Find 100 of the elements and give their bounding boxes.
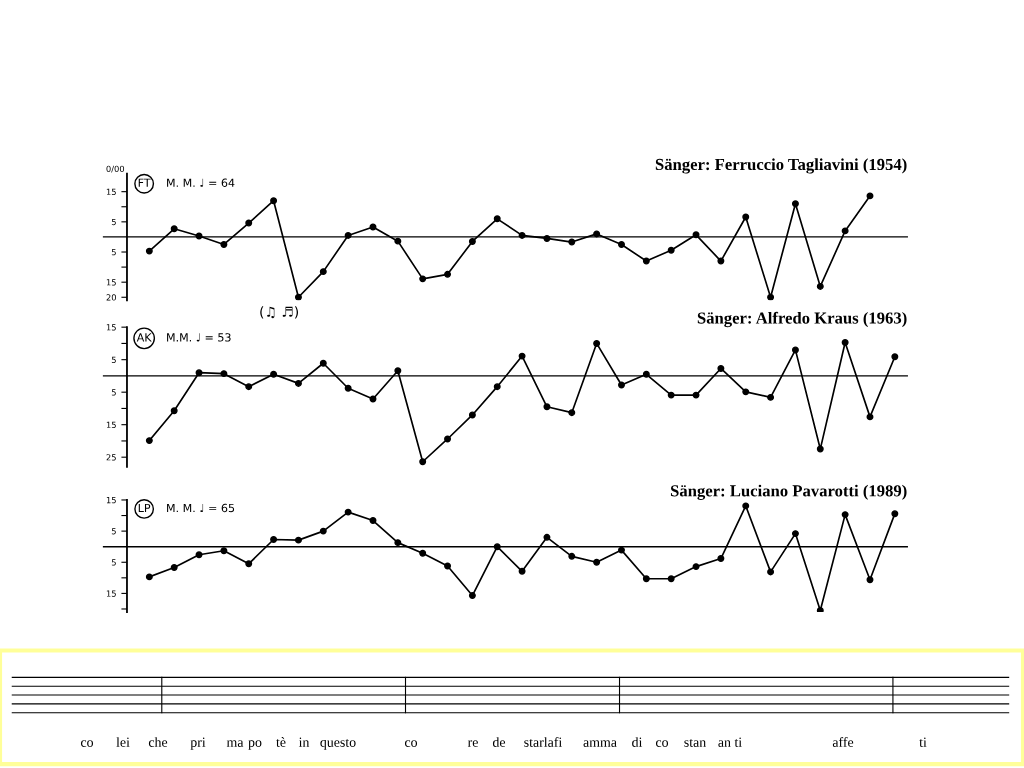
point bbox=[717, 257, 725, 265]
point bbox=[692, 391, 700, 399]
point bbox=[145, 573, 153, 581]
text: co bbox=[655, 740, 669, 747]
annotation: M. M. ♩ = 64 bbox=[167, 178, 235, 187]
point bbox=[394, 539, 402, 547]
point bbox=[419, 549, 427, 557]
y-tick-label: 15 bbox=[106, 324, 116, 331]
point bbox=[493, 543, 501, 551]
point bbox=[344, 231, 352, 239]
point bbox=[468, 592, 476, 600]
text: tè bbox=[276, 737, 286, 747]
point bbox=[618, 240, 625, 248]
point bbox=[319, 359, 327, 367]
y-axis-title: 0/00 bbox=[106, 165, 125, 173]
point bbox=[369, 517, 377, 524]
point bbox=[891, 353, 899, 361]
point bbox=[294, 379, 302, 387]
point bbox=[518, 231, 526, 239]
point bbox=[767, 568, 775, 576]
point bbox=[642, 370, 650, 378]
chart-title: Sänger: Luciano Pavarotti (1989) bbox=[670, 484, 907, 500]
text: ma bbox=[226, 740, 244, 747]
point bbox=[444, 562, 452, 570]
point bbox=[145, 247, 153, 255]
point bbox=[866, 576, 874, 584]
point bbox=[791, 346, 799, 354]
annotation: AK bbox=[136, 333, 152, 342]
annotation: FT bbox=[138, 178, 151, 187]
point bbox=[568, 238, 576, 246]
text: stan bbox=[684, 738, 706, 747]
point bbox=[791, 530, 799, 538]
y-tick-label: 5 bbox=[111, 559, 116, 566]
y-tick-label: 15 bbox=[106, 188, 116, 195]
text: (♫ ♬) bbox=[260, 306, 299, 319]
text: de bbox=[492, 737, 506, 747]
point bbox=[245, 560, 253, 568]
point bbox=[294, 293, 302, 301]
point bbox=[220, 370, 228, 378]
point bbox=[493, 215, 501, 223]
point bbox=[667, 246, 675, 254]
text: po bbox=[248, 740, 262, 750]
point bbox=[145, 437, 153, 445]
point bbox=[220, 240, 228, 248]
y-tick-label: 20 bbox=[106, 294, 117, 301]
point bbox=[294, 536, 302, 544]
point bbox=[270, 536, 278, 543]
point bbox=[493, 383, 501, 391]
point bbox=[866, 192, 874, 200]
text: affe bbox=[832, 736, 854, 747]
chart-title: Sänger: Alfredo Kraus (1963) bbox=[697, 311, 907, 328]
point bbox=[319, 268, 327, 276]
point bbox=[742, 213, 750, 221]
point bbox=[667, 391, 675, 399]
text: co bbox=[80, 740, 94, 747]
y-tick-label: 15 bbox=[106, 421, 116, 428]
point bbox=[419, 458, 427, 466]
point bbox=[642, 257, 650, 265]
point bbox=[543, 533, 551, 541]
y-tick-label: 5 bbox=[111, 389, 116, 396]
text: co bbox=[404, 740, 418, 747]
point bbox=[816, 282, 824, 290]
text: an ti bbox=[718, 737, 742, 747]
text: in bbox=[298, 737, 310, 747]
point bbox=[195, 369, 203, 377]
point bbox=[444, 435, 452, 443]
y-tick-label: 5 bbox=[111, 528, 116, 535]
point bbox=[319, 527, 327, 535]
text: lei bbox=[116, 737, 130, 747]
text: ti bbox=[919, 737, 927, 747]
point bbox=[170, 564, 178, 572]
point bbox=[692, 231, 700, 239]
point bbox=[170, 407, 178, 415]
point bbox=[270, 370, 278, 378]
point bbox=[394, 237, 402, 245]
point bbox=[543, 234, 551, 242]
point bbox=[742, 388, 750, 396]
text: starlafi bbox=[524, 736, 563, 747]
point bbox=[568, 552, 576, 560]
point bbox=[593, 558, 601, 566]
point bbox=[344, 384, 352, 392]
point bbox=[618, 381, 625, 389]
text: pri bbox=[190, 737, 206, 750]
point bbox=[841, 338, 849, 346]
point bbox=[394, 367, 402, 375]
point bbox=[245, 383, 253, 391]
annotation: LP bbox=[138, 503, 151, 512]
point bbox=[791, 200, 799, 208]
text: di bbox=[632, 737, 643, 747]
point bbox=[767, 393, 775, 401]
point bbox=[866, 413, 874, 421]
point bbox=[593, 339, 601, 347]
y-tick-label: 15 bbox=[106, 497, 116, 504]
point bbox=[891, 510, 899, 518]
point bbox=[816, 607, 824, 613]
point bbox=[270, 197, 278, 205]
chart-title: Sänger: Ferruccio Tagliavini (1954) bbox=[655, 158, 907, 174]
point bbox=[816, 445, 824, 453]
point bbox=[195, 551, 203, 559]
y-tick-label: 5 bbox=[111, 249, 116, 256]
